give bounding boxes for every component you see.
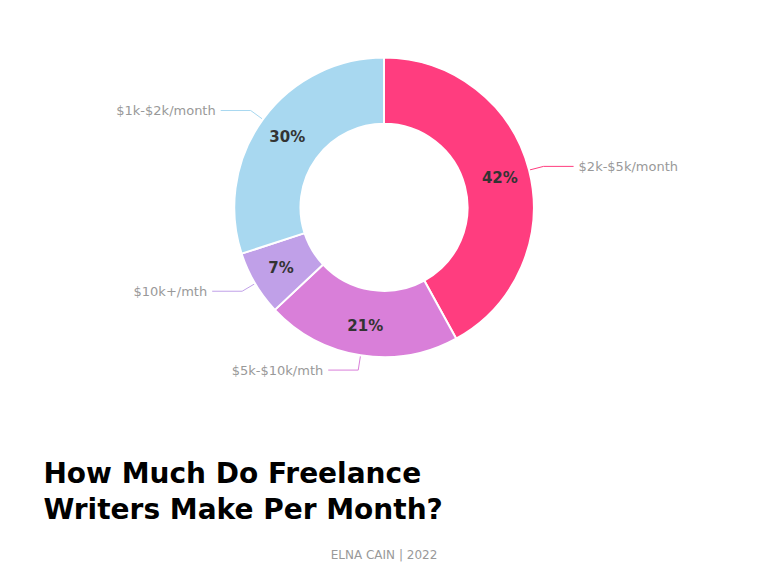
svg-text:30%: 30% (269, 128, 305, 146)
svg-text:$5k-$10k/mth: $5k-$10k/mth (232, 363, 323, 378)
svg-text:$1k-$2k/month: $1k-$2k/month (116, 103, 215, 118)
svg-text:7%: 7% (268, 259, 293, 277)
svg-text:ELNA CAIN | 2022: ELNA CAIN | 2022 (331, 548, 438, 562)
svg-text:How Much Do Freelance: How Much Do Freelance (43, 457, 421, 490)
svg-text:21%: 21% (347, 317, 383, 335)
svg-text:42%: 42% (482, 169, 518, 187)
svg-text:$10k+/mth: $10k+/mth (134, 284, 208, 299)
svg-text:$2k-$5k/month: $2k-$5k/month (579, 159, 678, 174)
svg-text:Writers Make Per Month?: Writers Make Per Month? (43, 493, 442, 526)
